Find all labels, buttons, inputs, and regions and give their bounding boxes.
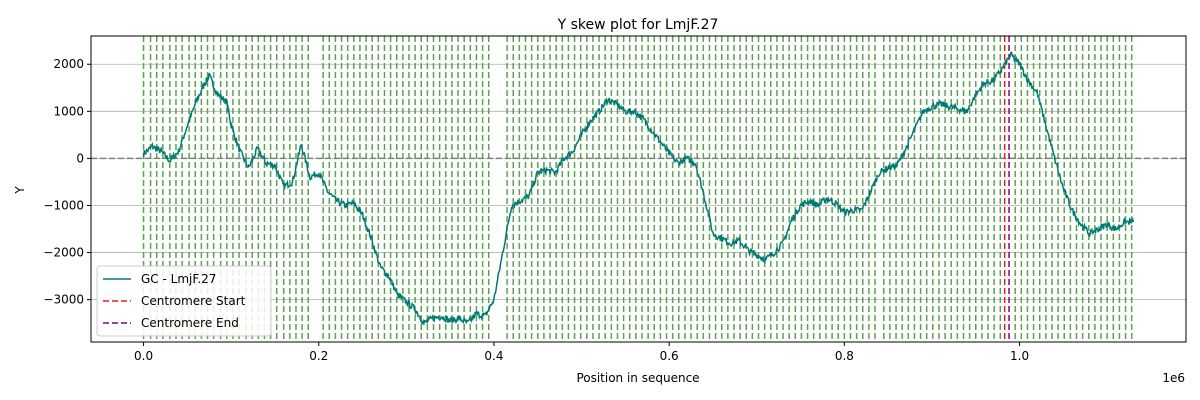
axes: 0.0 0.2 0.4 0.6 0.8 1.0 −3000 −2000 −1000 0 1000 20…: [43, 35, 1187, 363]
y-tick-label: 1000: [53, 104, 84, 118]
x-tick-label: 0.4: [484, 349, 503, 363]
y-tick-label: −3000: [43, 293, 84, 307]
y-axis-title: Y: [13, 186, 27, 195]
axes-frame: [90, 35, 1187, 343]
y-tick-label: 0: [76, 151, 84, 165]
x-tick-label: 0.0: [134, 349, 153, 363]
x-tick-label: 0.8: [835, 349, 854, 363]
legend-item-centromere-start-label: Centromere Start: [141, 294, 246, 308]
x-tick-label: 0.6: [660, 349, 679, 363]
chart-title: Y skew plot for LmjF.27: [557, 17, 719, 33]
y-tick-label: −2000: [43, 246, 84, 260]
legend: GC - LmjF.27 Centromere Start Centromere E…: [96, 265, 272, 337]
x-offset-label: 1e6: [1162, 371, 1185, 385]
series-line-gc: [142, 51, 1135, 327]
y-tick-label: 2000: [53, 57, 84, 71]
y-tick-label: −1000: [43, 198, 84, 212]
legend-box: [96, 265, 272, 337]
legend-item-centromere-end-label: Centromere End: [141, 316, 239, 330]
legend-item-gc-label: GC - LmjF.27: [141, 272, 216, 286]
x-tick-label: 1.0: [1010, 349, 1029, 363]
x-tick-label: 0.2: [309, 349, 328, 363]
x-axis-title: Position in sequence: [576, 371, 699, 385]
